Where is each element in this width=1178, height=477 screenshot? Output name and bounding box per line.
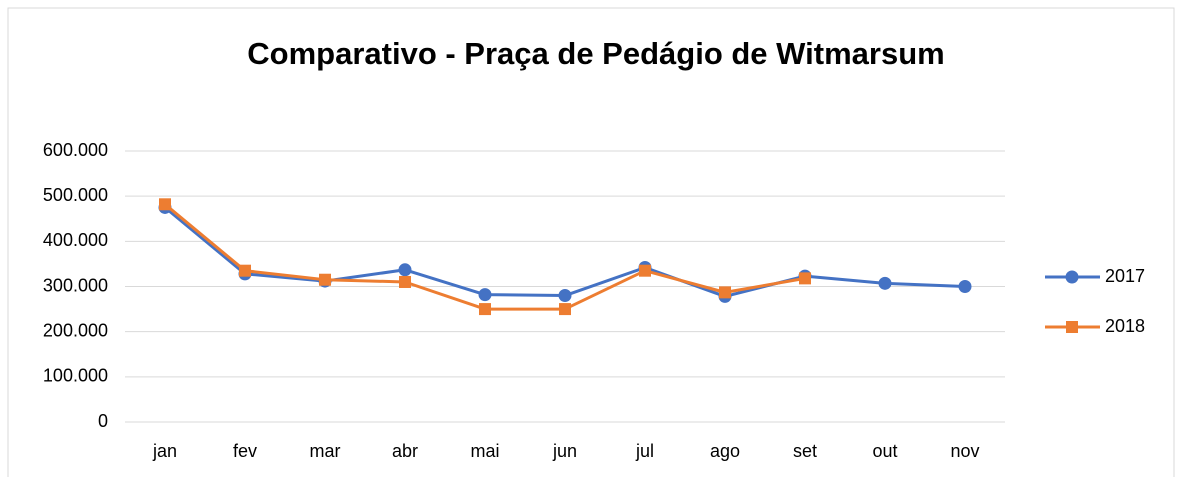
data-point: [719, 286, 731, 299]
y-tick-label: 500.000: [43, 185, 108, 205]
data-point: [799, 272, 811, 285]
data-point: [558, 289, 572, 303]
legend-marker: [1065, 270, 1079, 284]
x-tick-label: mar: [310, 441, 341, 461]
y-tick-label: 300.000: [43, 275, 108, 295]
y-tick-label: 100.000: [43, 366, 108, 386]
data-point: [159, 198, 171, 211]
x-tick-label: ago: [710, 441, 740, 461]
x-tick-label: abr: [392, 441, 418, 461]
legend-marker: [1066, 321, 1078, 333]
legend-label: 2018: [1105, 316, 1145, 336]
data-point: [639, 264, 651, 277]
x-tick-label: fev: [233, 441, 257, 461]
data-point: [878, 276, 892, 290]
data-point: [398, 263, 412, 277]
x-tick-label: jun: [552, 441, 577, 461]
data-point: [478, 288, 492, 302]
data-point: [958, 280, 972, 293]
x-tick-label: jul: [635, 441, 654, 461]
data-point: [319, 273, 331, 286]
data-point: [239, 264, 251, 277]
data-point: [399, 275, 411, 288]
x-tick-label: mai: [470, 441, 499, 461]
y-tick-label: 0: [98, 411, 108, 431]
legend-label: 2017: [1105, 266, 1145, 286]
chart-title: Comparativo - Praça de Pedágio de Witmar…: [247, 36, 944, 71]
chart-border: [7, 7, 1175, 477]
x-tick-label: nov: [950, 441, 979, 461]
x-tick-label: out: [872, 441, 897, 461]
y-tick-label: 600.000: [43, 140, 108, 160]
x-tick-label: set: [793, 441, 817, 461]
data-point: [479, 303, 491, 316]
y-tick-label: 200.000: [43, 320, 108, 340]
data-point: [559, 303, 571, 316]
x-tick-label: jan: [152, 441, 177, 461]
y-tick-label: 400.000: [43, 230, 108, 250]
